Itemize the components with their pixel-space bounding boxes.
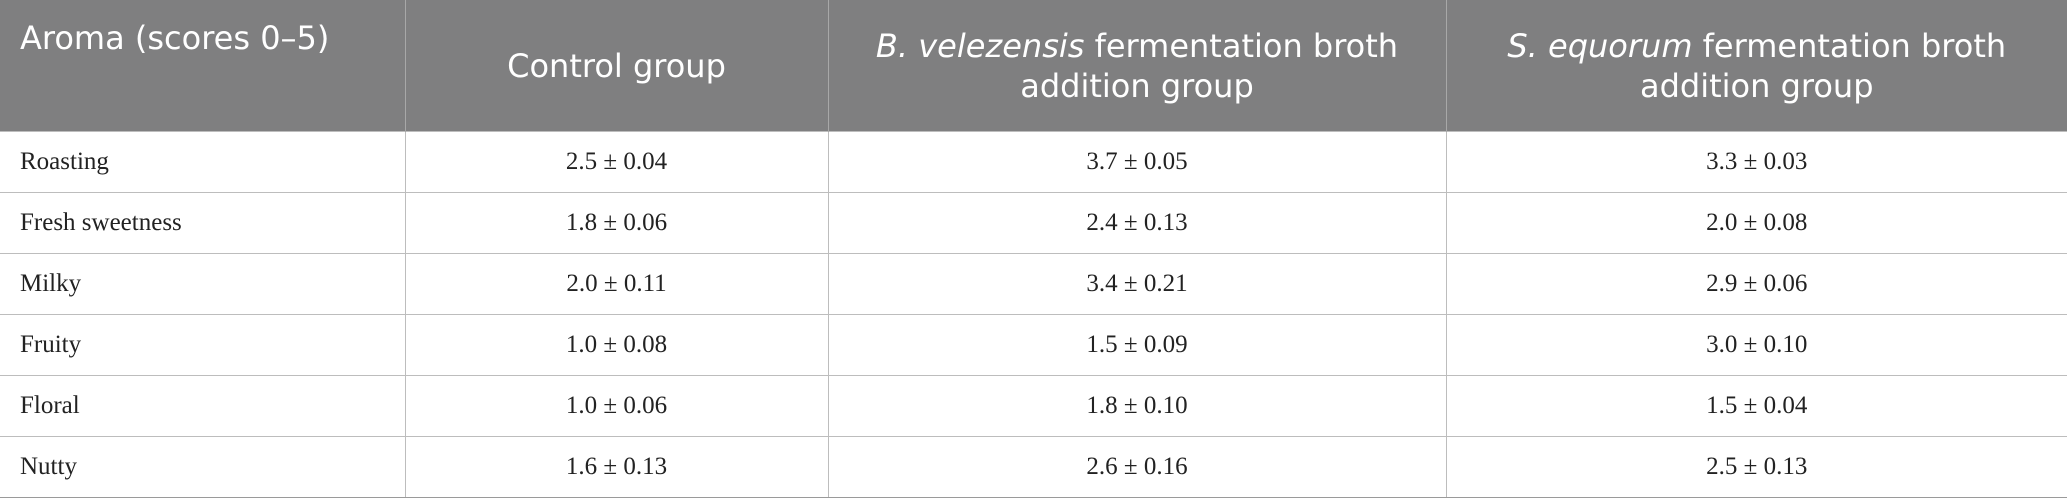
table-cell: 1.5 ± 0.04 <box>1445 375 2067 437</box>
row-label: Milky <box>0 253 406 315</box>
header-text: fermentation broth addition group <box>1639 26 2007 105</box>
header-text: Control group <box>507 46 726 85</box>
header-text: Aroma (scores 0–5) <box>20 19 330 57</box>
table-cell: 1.0 ± 0.06 <box>404 375 829 437</box>
header-cell: Control group <box>404 0 828 132</box>
row-label: Fresh sweetness <box>0 192 406 254</box>
table-cell: 2.5 ± 0.04 <box>404 131 829 193</box>
header-cell: S. equorum fermentation broth addition g… <box>1445 0 2067 132</box>
table-cell: 2.9 ± 0.06 <box>1445 253 2067 315</box>
header-cell: B. velezensis fermentation broth additio… <box>827 0 1446 132</box>
header-text: B. velezensis <box>875 26 1085 65</box>
table-cell: 1.8 ± 0.06 <box>404 192 829 254</box>
header-text: S. equorum <box>1507 26 1693 65</box>
table-cell: 1.8 ± 0.10 <box>827 375 1447 437</box>
table-cell: 2.0 ± 0.08 <box>1445 192 2067 254</box>
row-label: Roasting <box>0 131 406 193</box>
table-row: Fruity 1.0 ± 0.08 1.5 ± 0.09 3.0 ± 0.10 <box>0 314 2067 376</box>
table-cell: 3.7 ± 0.05 <box>827 131 1447 193</box>
table-cell: 3.0 ± 0.10 <box>1445 314 2067 376</box>
table-cell: 2.6 ± 0.16 <box>827 436 1447 498</box>
table-cell: 1.6 ± 0.13 <box>404 436 829 498</box>
table-row: Nutty 1.6 ± 0.13 2.6 ± 0.16 2.5 ± 0.13 <box>0 436 2067 498</box>
row-label: Floral <box>0 375 406 437</box>
table-cell: 1.0 ± 0.08 <box>404 314 829 376</box>
row-label: Fruity <box>0 314 406 376</box>
row-label: Nutty <box>0 436 406 498</box>
table-row: Milky 2.0 ± 0.11 3.4 ± 0.21 2.9 ± 0.06 <box>0 253 2067 315</box>
table-row: Roasting 2.5 ± 0.04 3.7 ± 0.05 3.3 ± 0.03 <box>0 131 2067 193</box>
table-cell: 3.3 ± 0.03 <box>1445 131 2067 193</box>
header-row: Aroma (scores 0–5) Control group B. veleze… <box>0 0 2067 132</box>
table-cell: 2.0 ± 0.11 <box>404 253 829 315</box>
table-cell: 1.5 ± 0.09 <box>827 314 1447 376</box>
header-cell: Aroma (scores 0–5) <box>0 0 405 132</box>
table-row: Floral 1.0 ± 0.06 1.8 ± 0.10 1.5 ± 0.04 <box>0 375 2067 437</box>
header-text: fermentation broth addition group <box>1020 26 1399 105</box>
table-row: Fresh sweetness 1.8 ± 0.06 2.4 ± 0.13 2.0 ±… <box>0 192 2067 254</box>
table-body: Roasting 2.5 ± 0.04 3.7 ± 0.05 3.3 ± 0.03 Fr… <box>0 131 2067 498</box>
table-cell: 2.4 ± 0.13 <box>827 192 1447 254</box>
table-cell: 2.5 ± 0.13 <box>1445 436 2067 498</box>
table-cell: 3.4 ± 0.21 <box>827 253 1447 315</box>
